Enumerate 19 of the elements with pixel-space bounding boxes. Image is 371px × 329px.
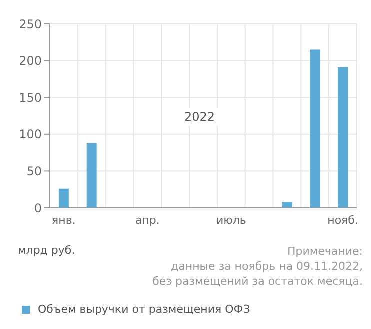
y-tick-label: 0 [34,201,42,216]
x-tick-label: апр. [135,214,160,227]
x-tick-label: нояб. [328,214,358,227]
y-tick-label: 250 [19,17,42,32]
text: Примечание: данные за ноябрь на 09.11.2022, без размещений за остаток месяца. [152,244,363,289]
bar [310,50,320,208]
y-tick-label: 150 [19,90,42,105]
legend-label: Объем выручки от размещения ОФЗ [37,303,250,316]
bar [338,67,348,208]
bar [58,188,69,208]
annotation: 2022 [182,108,218,126]
y-tick-label: 200 [19,54,42,68]
x-tick-label: июль [216,214,246,227]
bar [86,143,97,208]
y-axis-title: млрд руб. [17,244,76,259]
y-tick-label: 100 [19,128,42,142]
x-tick-label: янв. [52,214,76,227]
y-tick-label: 50 [26,164,42,178]
bar [282,202,292,208]
